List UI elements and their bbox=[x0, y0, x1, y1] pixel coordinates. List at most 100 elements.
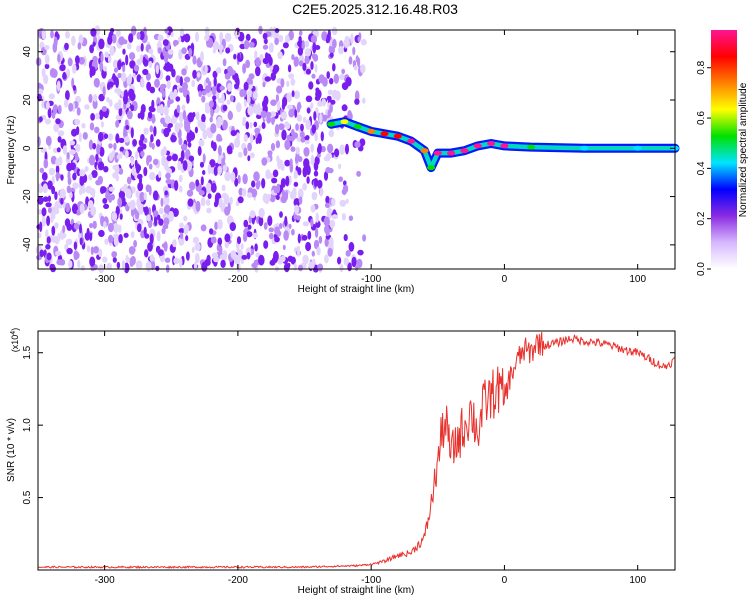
spectrogram-noise-cell bbox=[130, 156, 134, 166]
spectrogram-noise-cell bbox=[62, 72, 67, 80]
spectrogram-noise-cell bbox=[250, 133, 254, 144]
spectrogram-noise-cell bbox=[302, 183, 307, 191]
spectrogram-noise-cell bbox=[283, 230, 289, 241]
spectrogram-noise-cell bbox=[157, 214, 161, 221]
spectrogram-noise-cell bbox=[122, 39, 128, 45]
spectrogram-noise-cell bbox=[69, 149, 76, 156]
spectrogram-noise-cell bbox=[275, 140, 281, 149]
spectrogram-noise-cell bbox=[89, 188, 96, 196]
spectrogram-noise-cell bbox=[194, 243, 201, 251]
spectrogram-noise-cell bbox=[198, 190, 205, 196]
spectrogram-noise-cell bbox=[321, 98, 327, 107]
spectrogram-noise-cell bbox=[310, 218, 314, 227]
spectrogram-noise-cell bbox=[84, 166, 89, 172]
spectrogram-noise-cell bbox=[290, 78, 296, 86]
spectrogram-noise-cell bbox=[99, 61, 104, 72]
spectrogram-noise-cell bbox=[166, 122, 173, 128]
spectrogram-noise-cell bbox=[41, 172, 48, 181]
spectrogram-noise-cell bbox=[101, 106, 108, 112]
spectrogram-noise-cell bbox=[327, 89, 333, 96]
spectrogram-noise-cell bbox=[347, 110, 352, 120]
spectrogram-noise-cell bbox=[280, 195, 287, 204]
spectrogram-noise-cell bbox=[305, 241, 312, 252]
spectrogram-noise-cell bbox=[345, 143, 349, 155]
spectrogram-noise-cell bbox=[222, 104, 228, 112]
spectrogram-noise-cell bbox=[287, 64, 292, 73]
spectrogram-noise-cell bbox=[142, 68, 149, 76]
spectrogram-noise-cell bbox=[288, 30, 295, 41]
spectrogram-noise-cell bbox=[314, 132, 318, 142]
spectrogram-noise-cell bbox=[199, 121, 206, 132]
spectrogram-noise-cell bbox=[225, 47, 231, 54]
spectrogram-noise-cell bbox=[133, 240, 138, 248]
spectrogram-noise-cell bbox=[93, 94, 98, 102]
spectrogram-noise-cell bbox=[95, 179, 101, 186]
spectrogram-noise-cell bbox=[65, 31, 70, 39]
spectrogram-noise-cell bbox=[180, 143, 188, 151]
spectrogram-noise-cell bbox=[293, 214, 297, 220]
spectrogram-noise-cell bbox=[128, 73, 133, 84]
spectrogram-noise-cell bbox=[202, 153, 206, 164]
spectrogram-noise-cell bbox=[236, 102, 242, 113]
spectrogram-noise-cell bbox=[211, 85, 217, 96]
spectrogram-noise-cell bbox=[275, 94, 279, 103]
spectrogram-noise-layer bbox=[35, 25, 367, 274]
signal-track-point bbox=[633, 145, 642, 151]
spectrogram-noise-cell bbox=[106, 96, 110, 103]
spectrogram-noise-cell bbox=[97, 161, 105, 171]
spectrogram-noise-cell bbox=[204, 64, 208, 75]
spectrogram-noise-cell bbox=[54, 200, 60, 211]
spectrogram-noise-cell bbox=[308, 81, 314, 90]
spectrogram-noise-cell bbox=[71, 203, 79, 214]
spectrogram-noise-cell bbox=[93, 77, 100, 88]
spectrogram-noise-cell bbox=[269, 111, 277, 118]
x-tick-label: 100 bbox=[629, 274, 646, 285]
spectrogram-noise-cell bbox=[51, 69, 58, 78]
spectrogram-noise-cell bbox=[272, 169, 279, 178]
spectrogram-noise-cell bbox=[222, 119, 228, 131]
spectrogram-noise-cell bbox=[331, 197, 336, 207]
spectrogram-noise-cell bbox=[324, 254, 329, 264]
spectrogram-noise-cell bbox=[357, 57, 361, 68]
spectrogram-noise-cell bbox=[169, 92, 176, 100]
spectrogram-noise-cell bbox=[187, 142, 192, 148]
spectrogram-noise-cell bbox=[182, 160, 188, 171]
spectrogram-noise-cell bbox=[270, 194, 276, 203]
spectrogram-noise-cell bbox=[66, 68, 70, 79]
spectrogram-noise-cell bbox=[201, 113, 206, 123]
spectrogram-noise-cell bbox=[192, 236, 199, 244]
spectrogram-noise-cell bbox=[108, 234, 114, 244]
spectrogram-noise-cell bbox=[301, 40, 305, 51]
spectrogram-noise-cell bbox=[233, 53, 237, 60]
snr-panel: -300 -200 -100 0 100 0.5 1.0 1.5 Height of str… bbox=[6, 328, 676, 596]
spectrogram-noise-cell bbox=[178, 236, 185, 246]
spectrogram-noise-cell bbox=[270, 142, 276, 152]
spectrogram-noise-cell bbox=[276, 183, 281, 194]
spectrogram-noise-cell bbox=[338, 163, 342, 170]
spectrogram-noise-cell bbox=[291, 54, 295, 61]
spectrogram-noise-cell bbox=[164, 28, 169, 34]
spectrogram-noise-cell bbox=[159, 103, 164, 115]
spectrogram-noise-cell bbox=[118, 107, 123, 117]
spectrogram-noise-cell bbox=[125, 54, 129, 66]
spectrogram-noise-cell bbox=[125, 125, 130, 130]
spectrogram-noise-cell bbox=[323, 216, 330, 227]
spectrogram-noise-cell bbox=[131, 25, 137, 36]
spectrogram-noise-cell bbox=[201, 95, 206, 103]
spectrogram-noise-cell bbox=[357, 36, 361, 43]
spectrogram-noise-cell bbox=[329, 219, 336, 229]
signal-track-point bbox=[353, 124, 362, 130]
spectrogram-noise-cell bbox=[305, 119, 311, 130]
spectrogram-noise-cell bbox=[117, 59, 122, 71]
spectrogram-noise-cell bbox=[113, 67, 119, 73]
spectrogram-noise-cell bbox=[287, 262, 291, 268]
spectrogram-noise-cell bbox=[104, 51, 109, 58]
spectrogram-noise-cell bbox=[115, 120, 120, 128]
spectrogram-noise-cell bbox=[165, 75, 171, 82]
spectrogram-noise-cell bbox=[317, 263, 324, 272]
spectrogram-noise-cell bbox=[216, 83, 223, 93]
spectrogram-noise-cell bbox=[55, 171, 60, 182]
spectrogram-noise-cell bbox=[257, 180, 261, 187]
spectrogram-noise-cell bbox=[211, 252, 219, 258]
spectrogram-noise-cell bbox=[142, 207, 148, 212]
